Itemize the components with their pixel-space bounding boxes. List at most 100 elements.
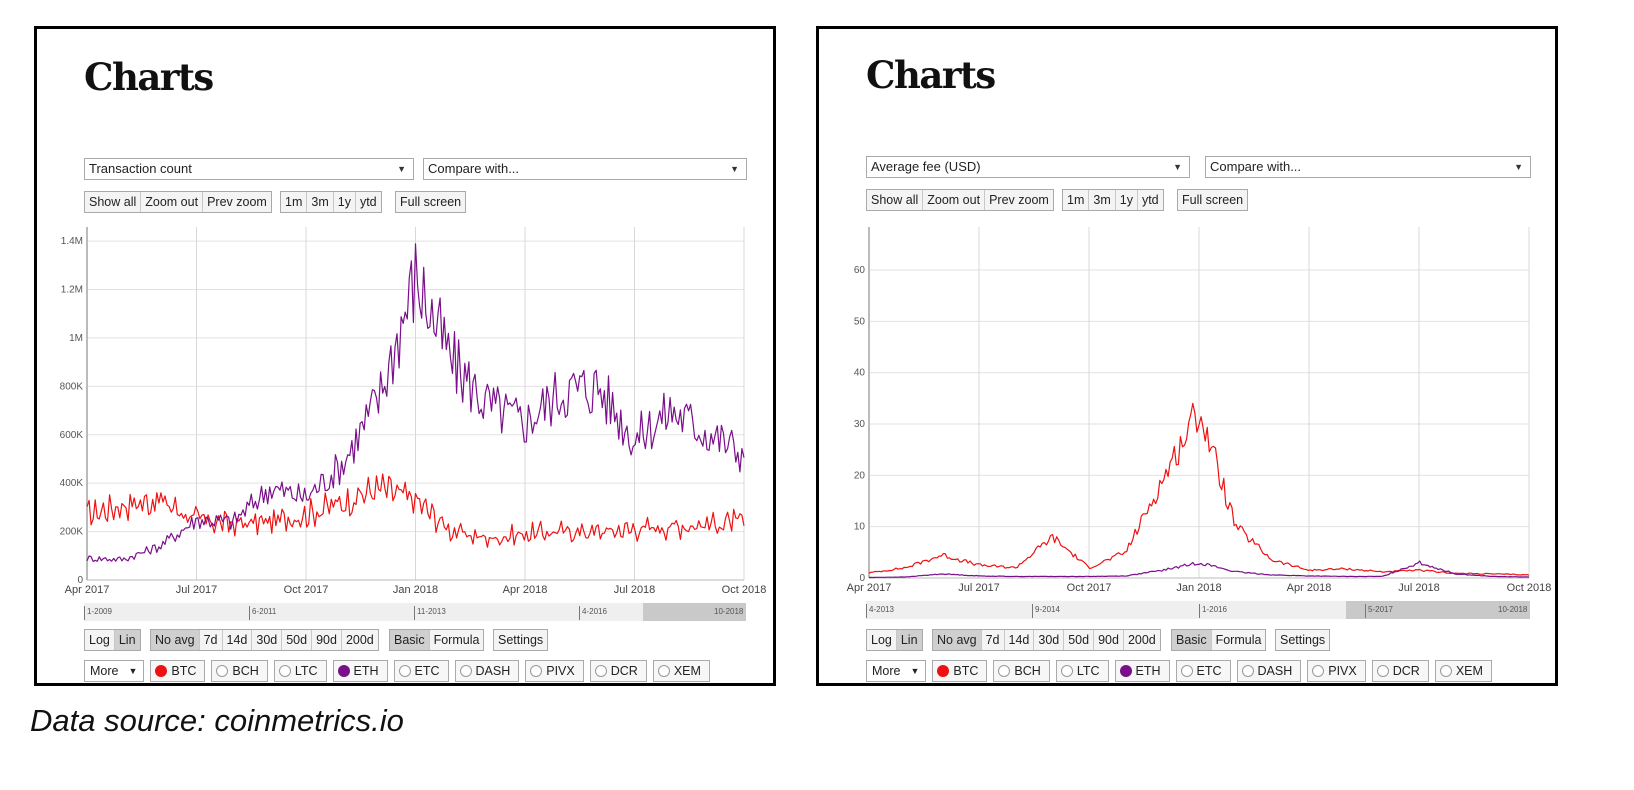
series-line-btc[interactable] [868,402,1530,576]
range-ytd-button[interactable]: ytd [1141,193,1159,207]
no-avg-button[interactable]: No avg [151,630,200,650]
asset-label: PIVX [546,664,575,678]
transaction-count-chart[interactable]: 0 200K 400K 600K 800K 1M 1.2M 1.4M Apr 2017 Jul 2… [37,29,779,689]
asset-toggle-xem[interactable]: XEM [652,660,710,682]
range-1y-button[interactable]: 1y [334,192,356,212]
show-all-button[interactable]: Show all [867,190,924,210]
navigator-label: 10-2018 [1498,605,1528,614]
x-axis-tick: Apr 2017 [65,584,110,596]
radio-unchecked-icon [1180,665,1193,677]
average-fee-chart[interactable]: 0 10 20 30 40 50 60 Apr 2017 Jul 2017 Oct 2017 Jan… [819,29,1561,689]
avg-50d-button[interactable]: 50d [282,630,313,650]
asset-toggle-xem[interactable]: XEM [1434,660,1492,682]
full-screen-button[interactable]: Full screen [1182,193,1244,207]
asset-toggle-dash[interactable]: DASH [454,660,520,682]
mode-button-group: Basic Formula [389,629,485,651]
average-button-group: No avg 7d 14d 30d 50d 90d 200d [150,629,379,651]
avg-200d-button[interactable]: 200d [345,633,374,647]
radio-checked-icon [1119,665,1132,677]
asset-toggle-ltc[interactable]: LTC [273,660,327,682]
asset-toggle-etc[interactable]: ETC [1175,660,1231,682]
navigator-selection-handle[interactable] [643,603,746,621]
range-1m-button[interactable]: 1m [1063,190,1090,210]
avg-200d-button[interactable]: 200d [1127,633,1156,647]
navigator-bar[interactable]: 4-2013 9-2014 1-2016 5-2017 10-2018 [866,601,1530,619]
series-line-eth[interactable] [86,243,745,563]
asset-toggle-pivx[interactable]: PIVX [525,660,584,682]
asset-label: ETC [414,664,440,678]
x-axis-tick: Jul 2017 [176,584,218,596]
chart-panel-average-fee: Charts Average fee (USD) ▼ Compare with.… [816,26,1558,686]
avg-7d-button[interactable]: 7d [982,630,1005,650]
avg-30d-button[interactable]: 30d [252,630,283,650]
avg-14d-button[interactable]: 14d [1005,630,1035,650]
asset-toggle-btc[interactable]: BTC [932,660,988,682]
asset-toggle-bch[interactable]: BCH [993,660,1050,682]
compare-select[interactable]: Compare with... ▼ [423,158,747,180]
radio-unchecked-icon [657,665,670,677]
more-select[interactable]: More ▼ [866,660,927,682]
avg-50d-button[interactable]: 50d [1064,630,1095,650]
navigator-label: 9-2014 [1032,604,1060,618]
formula-mode-button[interactable]: Formula [1215,633,1262,647]
x-axis-tick: Apr 2017 [847,582,892,594]
lin-scale-button[interactable]: Lin [896,630,922,650]
range-3m-button[interactable]: 3m [307,192,334,212]
navigator-selection-handle[interactable] [1346,601,1530,619]
avg-14d-button[interactable]: 14d [223,630,253,650]
lin-scale-button[interactable]: Lin [114,630,140,650]
asset-toggle-ltc[interactable]: LTC [1055,660,1109,682]
navigator-bar[interactable]: 1-2009 6-2011 11-2013 4-2016 10-2018 [84,603,746,621]
fullscreen-group: Full screen [1177,189,1249,211]
asset-toggle-dash[interactable]: DASH [1236,660,1302,682]
series-line-btc[interactable] [86,473,745,548]
prev-zoom-button[interactable]: Prev zoom [989,193,1049,207]
basic-mode-button[interactable]: Basic [390,630,430,650]
chart-panel-transaction-count: Charts Transaction count ▼ Compare with.… [34,26,776,686]
asset-toggle-etc[interactable]: ETC [393,660,449,682]
y-axis-tick: 60 [854,265,866,276]
settings-button[interactable]: Settings [498,633,544,647]
navigator-label: 5-2017 [1365,604,1393,618]
log-scale-button[interactable]: Log [867,630,897,650]
series-line-eth[interactable] [868,560,1530,579]
no-avg-button[interactable]: No avg [933,630,982,650]
avg-90d-button[interactable]: 90d [1094,630,1124,650]
avg-30d-button[interactable]: 30d [1034,630,1065,650]
avg-90d-button[interactable]: 90d [312,630,342,650]
range-1m-button[interactable]: 1m [281,192,308,212]
asset-toggle-dcr[interactable]: DCR [1371,660,1429,682]
radio-checked-icon [337,665,350,677]
range-ytd-button[interactable]: ytd [359,195,377,209]
asset-label: PIVX [1328,664,1357,678]
asset-label: BCH [232,664,259,678]
metric-select[interactable]: Transaction count ▼ [84,158,414,180]
show-all-button[interactable]: Show all [85,192,142,212]
prev-zoom-button[interactable]: Prev zoom [207,195,267,209]
basic-mode-button[interactable]: Basic [1172,630,1212,650]
x-axis-tick: Apr 2018 [1287,582,1332,594]
metric-select[interactable]: Average fee (USD) ▼ [866,156,1190,178]
avg-7d-button[interactable]: 7d [200,630,223,650]
y-axis-tick: 10 [854,522,866,533]
range-1y-button[interactable]: 1y [1116,190,1138,210]
asset-toggle-eth[interactable]: ETH [1114,660,1170,682]
formula-mode-button[interactable]: Formula [433,633,480,647]
x-axis-tick: Jul 2018 [1398,582,1440,594]
range-3m-button[interactable]: 3m [1089,190,1116,210]
zoom-out-button[interactable]: Zoom out [923,190,986,210]
asset-toggle-bch[interactable]: BCH [211,660,268,682]
asset-toggle-btc[interactable]: BTC [150,660,206,682]
settings-button[interactable]: Settings [1280,633,1326,647]
asset-toggle-eth[interactable]: ETH [332,660,388,682]
compare-select[interactable]: Compare with... ▼ [1205,156,1531,178]
radio-unchecked-icon [594,665,607,677]
log-scale-button[interactable]: Log [85,630,115,650]
zoom-out-button[interactable]: Zoom out [141,192,204,212]
full-screen-button[interactable]: Full screen [400,195,462,209]
more-select[interactable]: More ▼ [84,660,145,682]
radio-unchecked-icon [278,665,291,677]
data-source-caption: Data source: coinmetrics.io [30,703,404,738]
asset-toggle-pivx[interactable]: PIVX [1307,660,1366,682]
asset-toggle-dcr[interactable]: DCR [589,660,647,682]
